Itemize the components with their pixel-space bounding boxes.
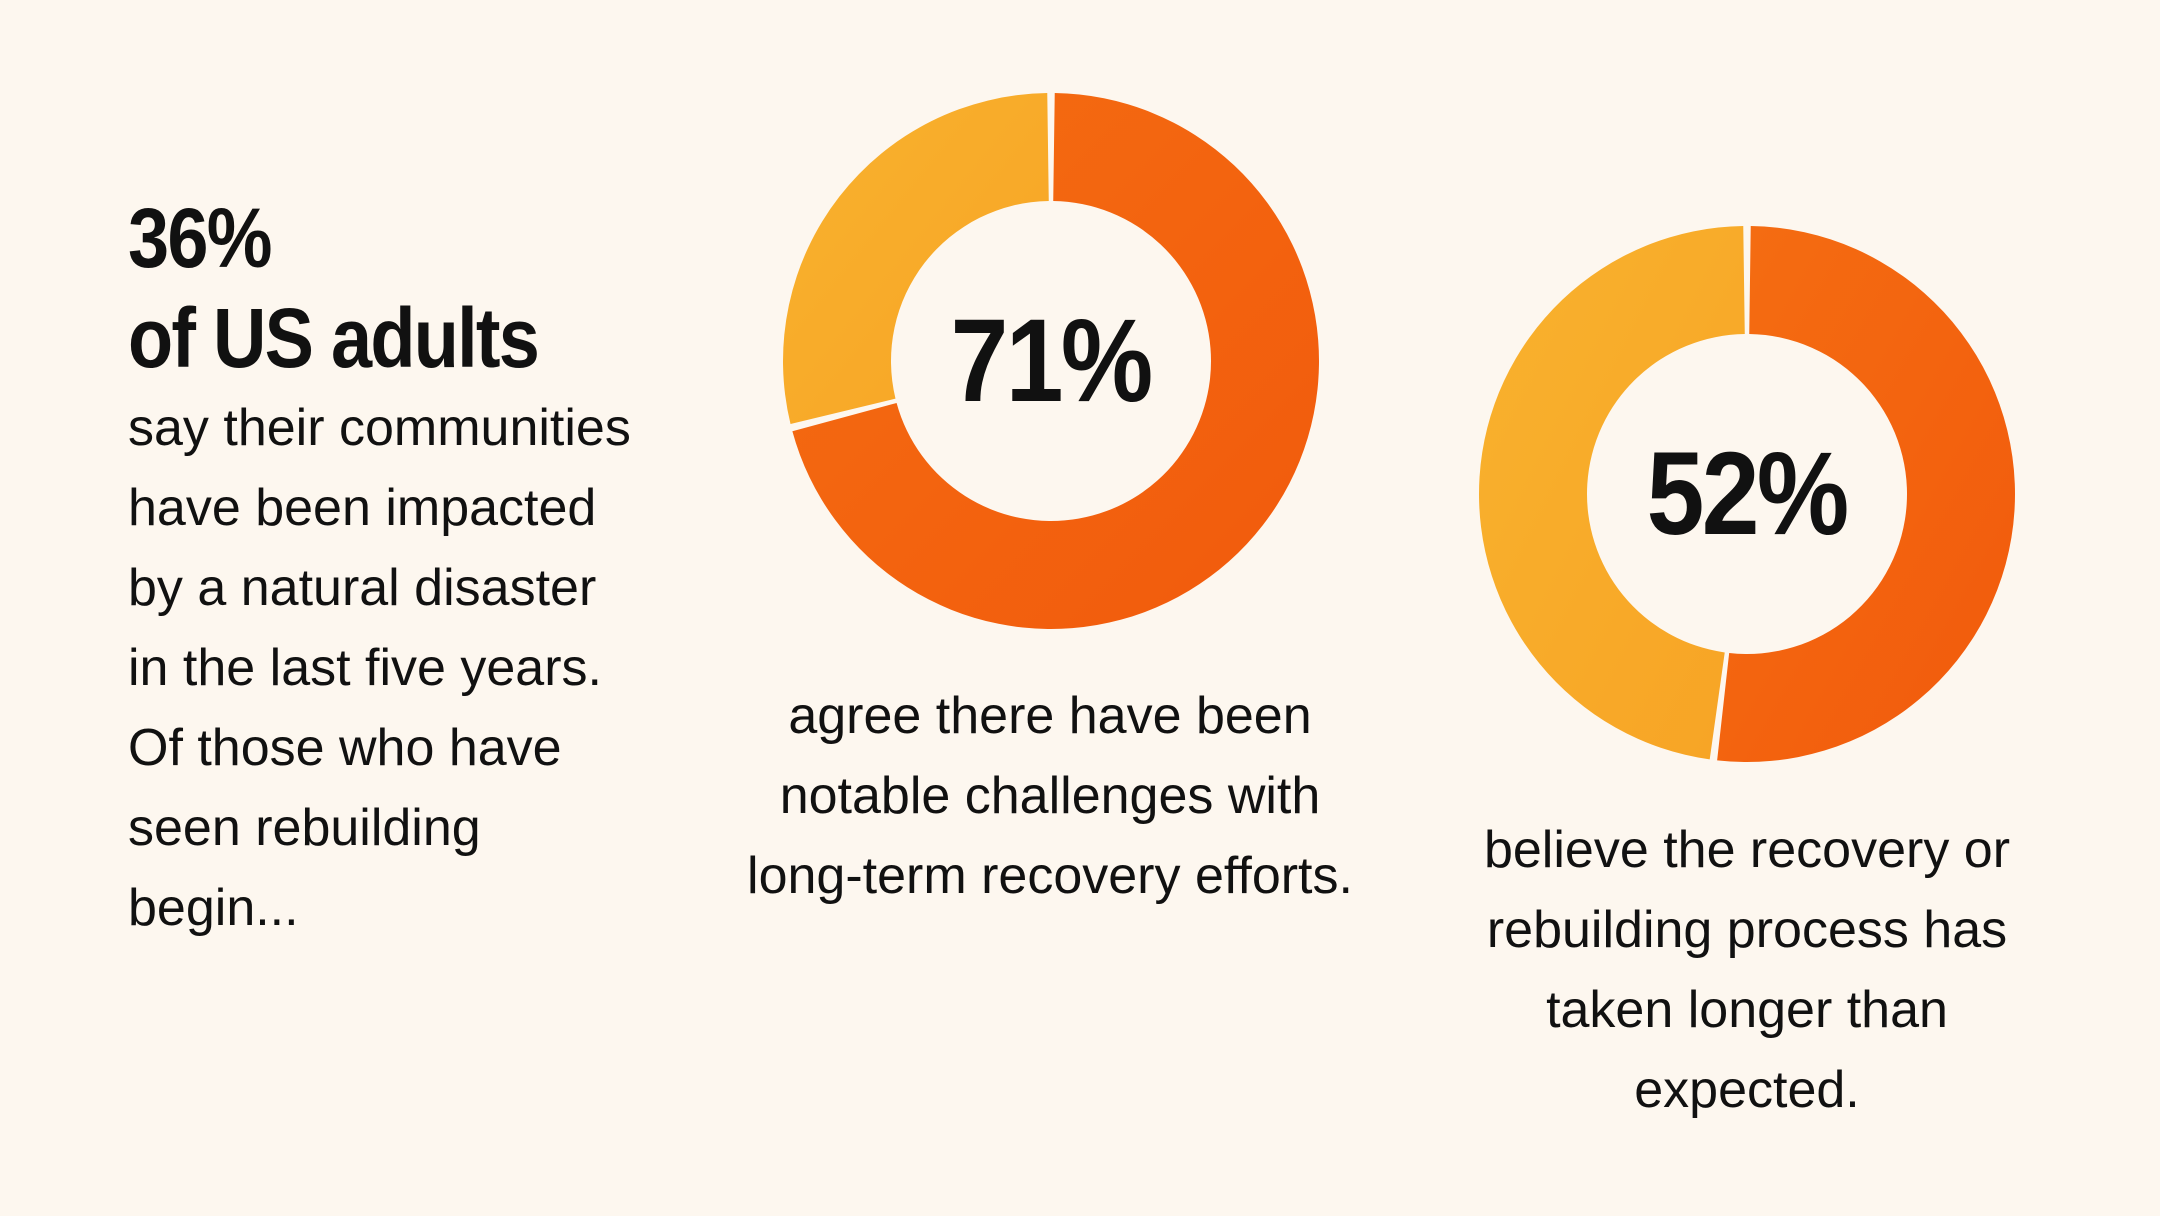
donut-1-caption: agree there have been notable challenges… <box>747 687 1353 905</box>
donut-chart-1: 71% <box>778 88 1324 634</box>
intro-body: say their communities have been impacted… <box>128 399 631 937</box>
donut-chart-2: 52% <box>1474 221 2020 767</box>
donut-1-center-label: 71% <box>951 295 1154 427</box>
donut-2-caption: believe the recovery or rebuilding proce… <box>1483 821 2011 1119</box>
intro-subject: of US adults <box>128 291 540 385</box>
donut-chart-2-svg <box>1479 226 2016 763</box>
donut-2-segment-2 <box>1479 226 1745 760</box>
donut-1-segment-2 <box>783 93 1049 425</box>
donut-2-center-label: 52% <box>1647 428 1850 560</box>
donut-1-segment-1 <box>792 93 1319 629</box>
intro-block: 36% of US adults say their communities h… <box>128 188 648 948</box>
donut-2-segment-1 <box>1717 226 2016 763</box>
intro-stat: 36% <box>128 191 272 285</box>
donut-chart-1-svg <box>783 93 1319 629</box>
